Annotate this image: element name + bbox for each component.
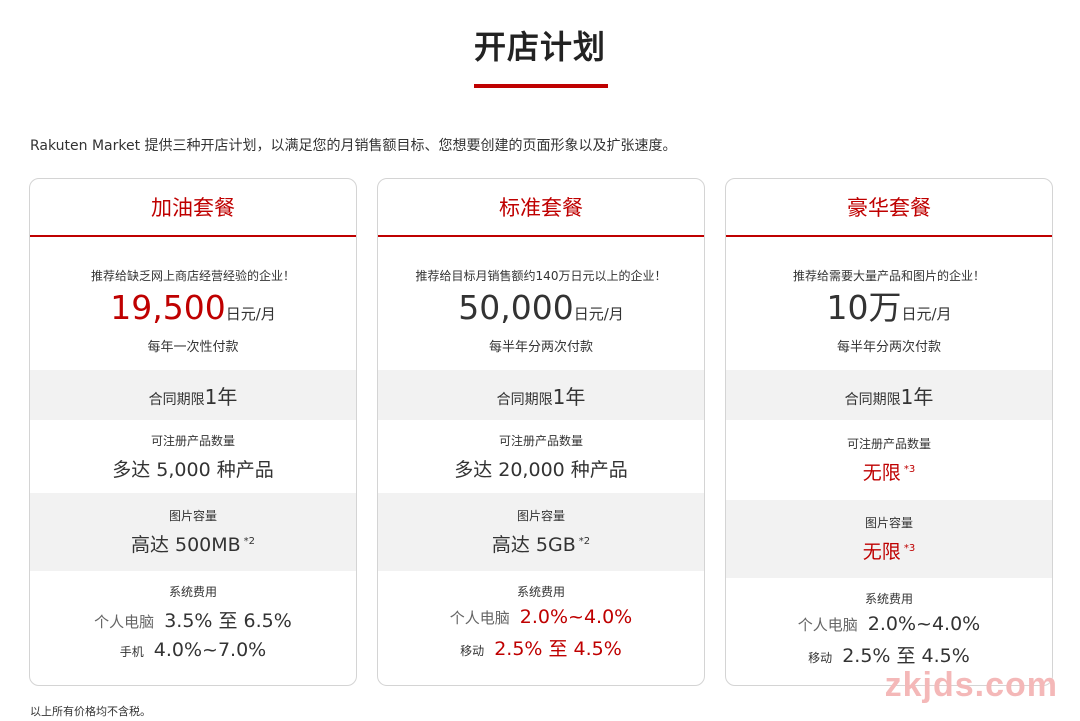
mobile-fee: 2.5% 至 4.5% [842, 645, 970, 667]
payment-terms: 每半年分两次付款 [836, 340, 941, 355]
storage-label: 图片容量 [516, 509, 565, 523]
contract-value: 1年 [552, 384, 586, 409]
products-section: 可注册产品数量 多达 20,000 种产品 [378, 420, 704, 493]
fee-label: 系统费用 [864, 592, 913, 606]
price-section: 推荐给需要大量产品和图片的企业！ 10万日元/月 每半年分两次付款 [726, 237, 1052, 370]
price-unit: 日元/月 [225, 305, 276, 323]
price-line: 19,500日元/月 [110, 288, 276, 334]
pc-label: 个人电脑 [797, 616, 858, 634]
price-section: 推荐给缺乏网上商店经营经验的企业！ 19,500日元/月 每年一次性付款 [30, 237, 356, 370]
price-unit: 日元/月 [573, 305, 624, 323]
watermark: zkjds.com [884, 666, 1058, 704]
products-value: 多达 20,000 种产品 [454, 458, 628, 481]
plan-card-mega: 豪华套餐 推荐给需要大量产品和图片的企业！ 10万日元/月 每半年分两次付款 合… [725, 178, 1053, 686]
products-value: 多达 5,000 种产品 [112, 458, 274, 481]
storage-value: 无限 [862, 541, 901, 563]
pc-label: 个人电脑 [94, 613, 155, 631]
contract-section: 合同期限1年 [378, 370, 704, 420]
pc-label: 个人电脑 [449, 609, 510, 627]
plan-name: 豪华套餐 [726, 179, 1052, 237]
mobile-fee: 4.0%~7.0% [153, 639, 267, 661]
plan-card-ganbaru: 加油套餐 推荐给缺乏网上商店经营经验的企业！ 19,500日元/月 每年一次性付… [29, 178, 357, 686]
fee-label: 系统费用 [168, 585, 217, 599]
products-label: 可注册产品数量 [846, 437, 931, 451]
contract-label: 合同期限 [496, 391, 553, 408]
payment-terms: 每年一次性付款 [147, 340, 239, 355]
fee-section: 系统费用 个人电脑 3.5% 至 6.5% 手机 4.0%~7.0% [30, 571, 356, 685]
products-value: 无限 [862, 462, 901, 484]
pc-fee: 2.0%~4.0% [519, 606, 633, 628]
storage-label: 图片容量 [864, 516, 913, 530]
intro-text: Rakuten Market 提供三种开店计划，以满足您的月销售额目标、您想要创… [30, 138, 677, 154]
pc-fee: 3.5% 至 6.5% [164, 610, 292, 632]
tax-note: 以上所有价格均不含税。 [30, 705, 151, 718]
plan-recommendation: 推荐给需要大量产品和图片的企业！ [792, 269, 985, 283]
mobile-label: 移动 [460, 644, 485, 658]
price-value: 50,000 [458, 288, 574, 327]
fee-label: 系统费用 [516, 585, 565, 599]
storage-label: 图片容量 [168, 509, 217, 523]
storage-footnote: *3 [903, 542, 916, 554]
products-section: 可注册产品数量 无限 *3 [726, 420, 1052, 500]
storage-footnote: *2 [243, 535, 256, 547]
plan-recommendation: 推荐给缺乏网上商店经营经验的企业！ [90, 269, 295, 283]
price-line: 10万日元/月 [826, 288, 951, 334]
storage-value: 高达 5GB [491, 534, 576, 556]
products-footnote: *3 [903, 463, 916, 475]
contract-value: 1年 [204, 384, 238, 409]
plan-name: 标准套餐 [378, 179, 704, 237]
contract-section: 合同期限1年 [30, 370, 356, 420]
price-unit: 日元/月 [901, 305, 952, 323]
products-label: 可注册产品数量 [150, 433, 235, 448]
mobile-label: 移动 [808, 651, 833, 665]
payment-terms: 每半年分两次付款 [488, 340, 593, 355]
products-label: 可注册产品数量 [498, 433, 583, 448]
price-section: 推荐给目标月销售额约140万日元以上的企业！ 50,000日元/月 每半年分两次… [378, 237, 704, 370]
plan-recommendation: 推荐给目标月销售额约140万日元以上的企业！ [415, 269, 667, 283]
storage-section: 图片容量 无限 *3 [726, 500, 1052, 578]
mobile-fee: 2.5% 至 4.5% [494, 638, 622, 660]
plan-card-standard: 标准套餐 推荐给目标月销售额约140万日元以上的企业！ 50,000日元/月 每… [377, 178, 705, 686]
storage-footnote: *2 [578, 535, 591, 547]
pc-fee: 2.0%~4.0% [867, 613, 981, 635]
price-value: 10万 [826, 288, 902, 327]
contract-label: 合同期限 [148, 391, 205, 408]
plan-name: 加油套餐 [30, 179, 356, 237]
price-value: 19,500 [110, 288, 226, 327]
storage-value: 高达 500MB [130, 534, 241, 556]
fee-section: 系统费用 个人电脑 2.0%~4.0% 移动 2.5% 至 4.5% [378, 571, 704, 685]
price-line: 50,000日元/月 [458, 288, 624, 334]
products-section: 可注册产品数量 多达 5,000 种产品 [30, 420, 356, 493]
fee-section: 系统费用 个人电脑 2.0%~4.0% 移动 2.5% 至 4.5% [726, 578, 1052, 685]
title-underline [474, 84, 608, 88]
page-title: 开店计划 [473, 28, 606, 66]
contract-value: 1年 [900, 384, 934, 409]
contract-label: 合同期限 [844, 391, 901, 408]
mobile-label: 手机 [119, 645, 144, 659]
contract-section: 合同期限1年 [726, 370, 1052, 420]
storage-section: 图片容量 高达 5GB *2 [378, 493, 704, 571]
storage-section: 图片容量 高达 500MB *2 [30, 493, 356, 571]
